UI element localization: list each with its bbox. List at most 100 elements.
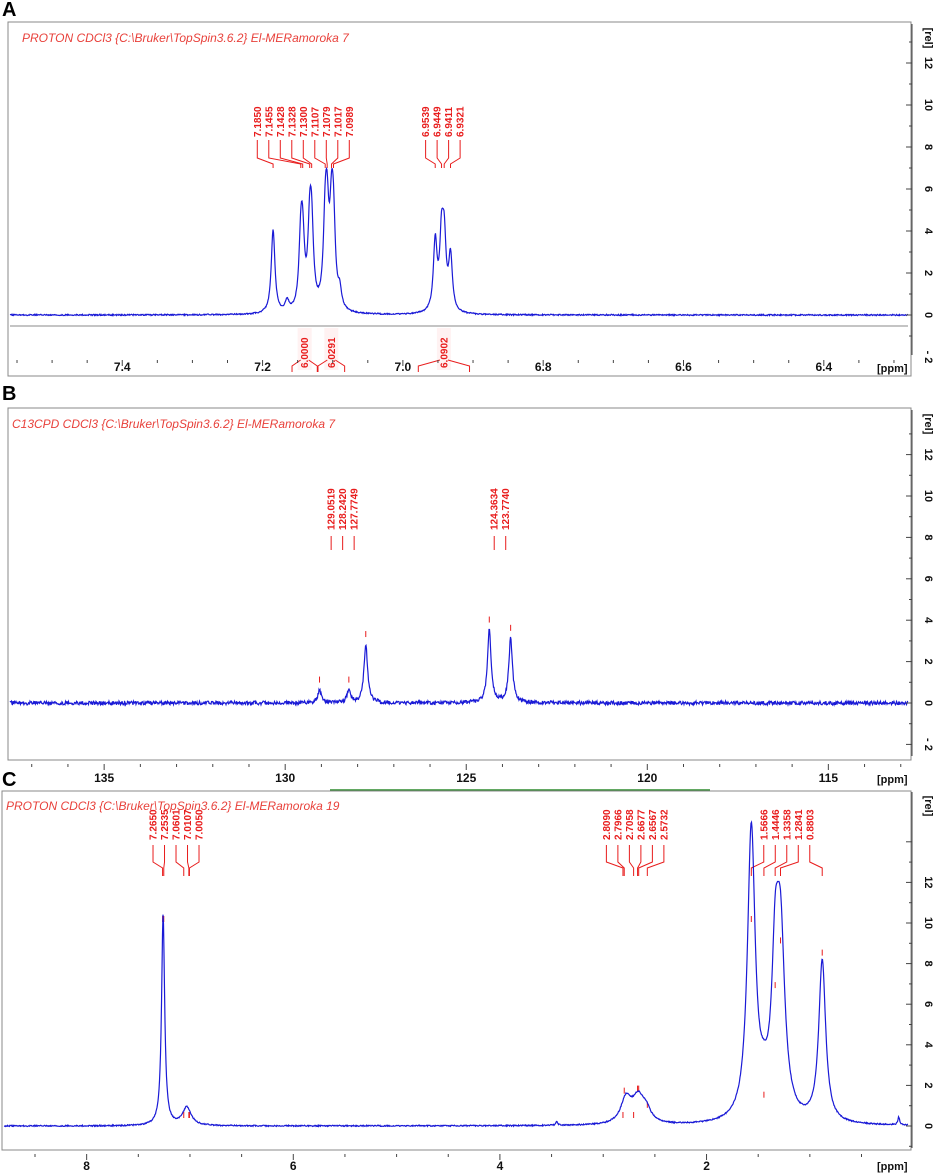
peak-leader-line [325,140,328,168]
y-tick-label: 0 [922,1123,934,1129]
peak-leader-line [332,140,350,168]
peak-label-text: 7.0601 [172,809,183,840]
y-tick-label: 6 [922,576,934,582]
peak-label-text: 7.1455 [264,106,275,137]
integral-bracket [417,359,471,372]
peak-label: 6.9539 [421,106,436,168]
y-tick-label: 12 [922,876,934,888]
peak-label-text: 7.0989 [345,106,356,137]
peak-label: 7.1107 [310,107,326,168]
peak-leader-line [314,140,326,168]
y-tick-label: 2 [922,270,934,276]
peak-label: 123.7740 [501,488,512,631]
peak-label-text: 7.1850 [253,106,264,137]
panel-b-x-axis: 135 130 125 120 115 [31,764,902,785]
integral: 6.0291 [317,328,346,372]
panel-a-spectrum-line [9,166,909,317]
peak-label: 7.1428 [276,106,304,168]
integral-value: 6.0291 [327,337,338,368]
x-tick-label: 115 [819,771,839,785]
y-tick-label: 8 [922,534,934,540]
peak-label: 7.1300 [299,106,313,168]
peak-leader-line [291,140,311,168]
y-unit-label: [rel] [922,414,934,435]
y-tick-label: 0 [922,312,934,318]
integral-label-box [297,328,312,370]
peak-leader-line [780,845,799,876]
peak-label-text: 7.1017 [333,106,344,137]
peak-leader-line [436,140,443,168]
y-tick-label: 4 [922,617,934,624]
peak-leader-line [809,845,823,876]
peak-label-text: 124.3634 [490,488,501,530]
peak-label: 1.3358 [774,809,793,989]
peak-label: 7.1017 [331,106,344,168]
peak-leader-line [617,845,625,876]
panel-c-y-axis: 0 2 4 6 8 10 12 [rel] [906,792,934,1148]
peak-label-text: 7.1300 [299,106,310,137]
integral-label-box [436,328,451,370]
peak-label-text: 7.1107 [310,107,321,137]
panel-a-frame [7,21,912,377]
x-tick-label: 6 [290,1159,297,1173]
peak-leader-line [163,845,166,876]
peak-label-text: 7.0050 [195,809,206,840]
peak-label-text: 2.8090 [602,809,613,840]
panel-b-x-unit: [ppm] [877,774,908,786]
x-tick-label: 6.8 [535,360,552,374]
panel-a-x-axis: 7.4 7.2 7.0 6.8 6.6 6.4 [16,360,895,374]
panel-c-spectrum-line [3,820,909,1128]
peak-leader-line [331,140,339,168]
panel-b-spectrum-line [9,628,909,707]
peak-label: 127.7749 [350,488,367,638]
peak-leader-line [763,845,776,876]
peak-label-text: 1.4446 [771,809,782,840]
panel-a-x-unit: [ppm] [877,363,908,375]
peak-label-text: 6.9449 [433,106,444,137]
peak-label-text: 7.2535 [160,809,171,840]
peak-label-text: 6.9321 [456,106,467,137]
y-tick-label: 10 [922,490,934,502]
y-tick-label: - 2 [922,351,934,364]
y-tick-label: 8 [922,961,934,967]
panel-c-letter: C [2,769,16,791]
peak-leader-line [637,845,642,876]
peak-label-text: 127.7749 [350,488,361,530]
panel-a-peak-labels: 7.1850 7.1455 7.1428 7.1328 7.1300 7.1107 7.10… [253,106,467,168]
y-tick-label: 10 [922,917,934,929]
y-tick-label: 12 [922,57,934,69]
peak-label: 7.0050 [188,809,206,1118]
peak-label: 128.2420 [338,488,350,683]
y-tick-label: 2 [922,659,934,665]
x-tick-label: 2 [703,1159,710,1173]
peak-leader-line [188,845,200,876]
peak-label: 2.6677 [636,809,647,1092]
x-tick-label: 7.0 [395,360,412,374]
y-tick-label: 6 [922,1001,934,1007]
x-tick-label: 6.6 [675,360,692,374]
peak-leader-line [279,140,304,168]
peak-label-text: 2.6567 [648,809,659,840]
peak-leader-line [425,140,436,168]
peak-leader-line [175,845,185,876]
panel-b-letter: B [2,383,16,405]
y-tick-label: 2 [922,1082,934,1088]
peak-label: 2.7966 [613,809,625,1094]
peak-label-text: 128.2420 [338,488,349,530]
peak-label-text: 2.7966 [613,809,624,840]
integral-value: 6.0000 [300,337,311,368]
y-tick-label: 10 [922,99,934,111]
panel-a-title: PROTON CDCl3 {C:\Bruker\TopSpin3.6.2} El… [22,31,350,45]
y-unit-label: [rel] [922,796,934,817]
peak-leader-line [256,140,274,168]
peak-label: 129.0519 [319,488,338,683]
x-tick-label: 120 [637,771,657,785]
panel-b-peak-labels: 129.0519 128.2420 127.7749 124.3634 123.7740 [319,488,512,683]
peak-label: 2.8090 [602,809,624,1118]
peak-label: 7.0601 [172,809,185,1118]
panel-a-letter: A [2,0,16,21]
integral-label-box [324,328,339,370]
x-tick-label: 6.4 [815,360,832,374]
peak-leader-line [774,845,788,876]
